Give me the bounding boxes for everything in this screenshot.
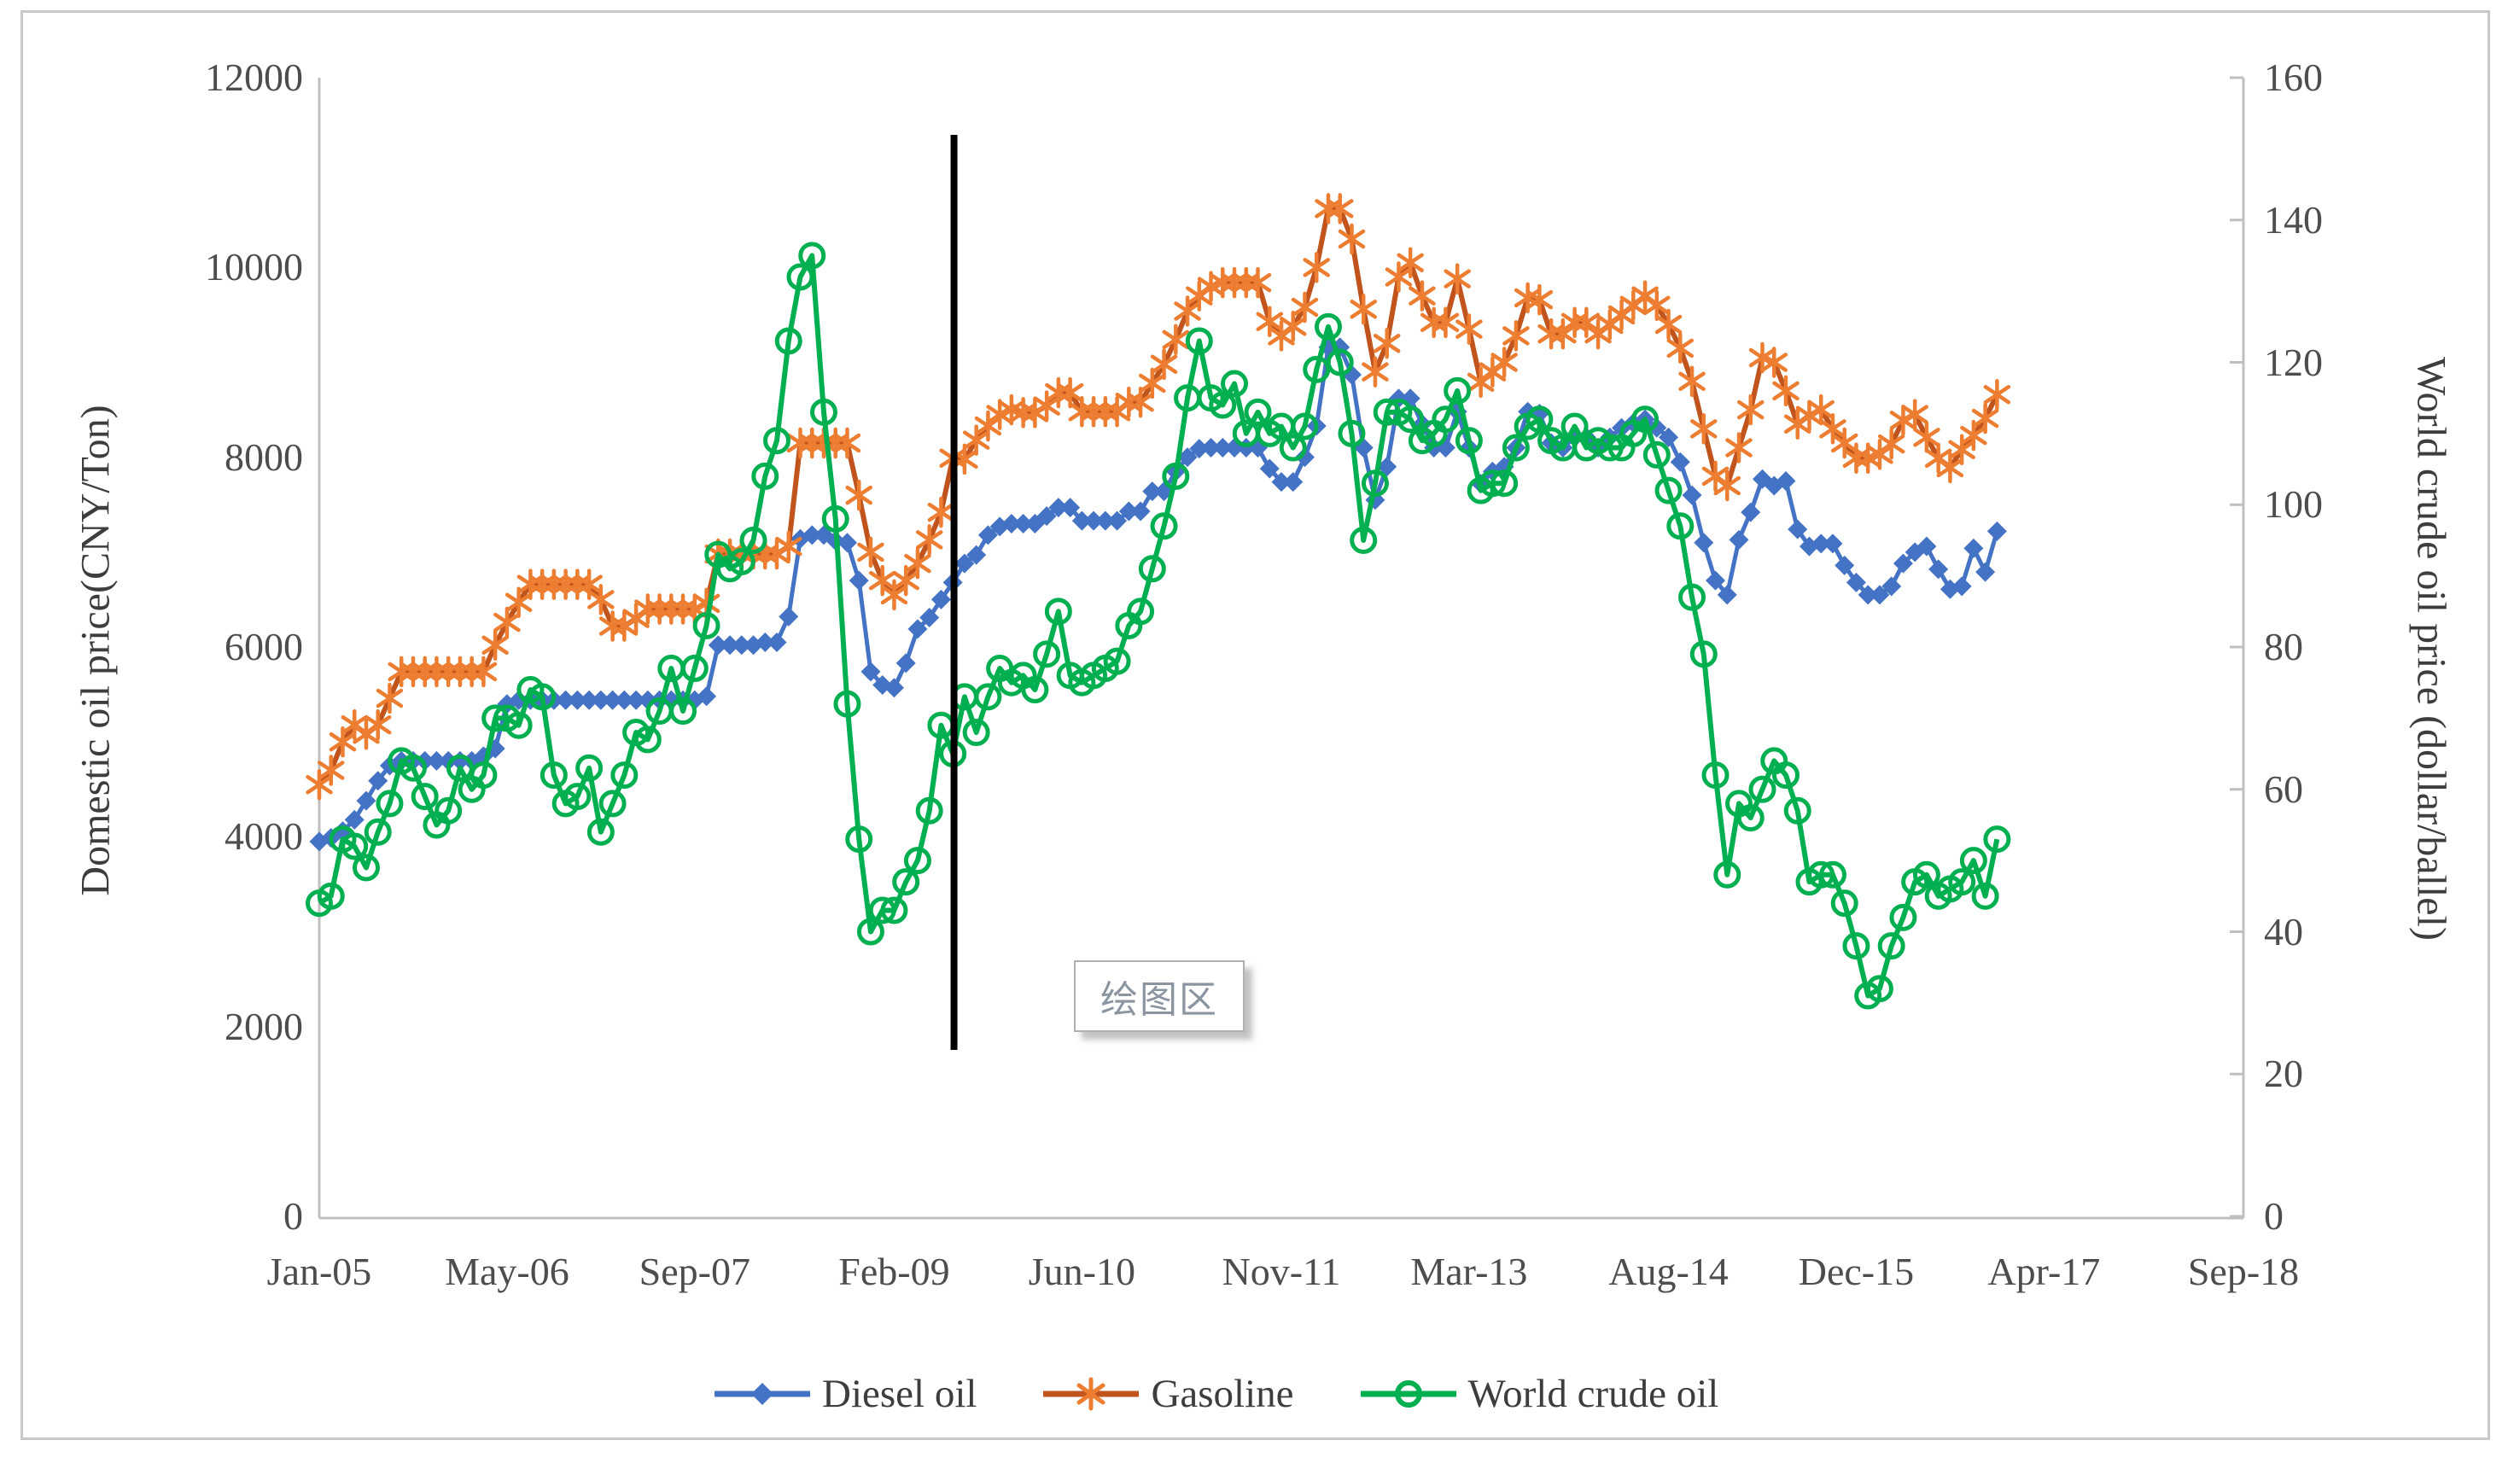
series-gasoline[interactable] — [306, 193, 2011, 801]
right-axis-tick-label: 40 — [2264, 909, 2303, 953]
legend: Diesel oil Gasoline World crude oil — [713, 1366, 1718, 1422]
x-axis-tick-label: Jun-10 — [1028, 1250, 1135, 1293]
left-axis-tick-label: 4000 — [225, 814, 303, 859]
series-diesel-oil[interactable] — [309, 337, 2007, 852]
left-axis-tick-label: 8000 — [225, 434, 303, 479]
left-axis-tick-label: 2000 — [225, 1004, 303, 1048]
legend-label-gasoline: Gasoline — [1151, 1372, 1294, 1416]
legend-item-world-crude-oil[interactable]: World crude oil — [1359, 1371, 1719, 1417]
legend-label-diesel-oil: Diesel oil — [822, 1372, 977, 1416]
x-axis-tick-label: Feb-09 — [838, 1250, 950, 1293]
left-axis-tick-label: 6000 — [225, 625, 303, 668]
right-axis-tick-label: 140 — [2264, 197, 2323, 242]
figure-border — [20, 10, 2490, 1440]
legend-label-world-crude-oil: World crude oil — [1467, 1372, 1719, 1416]
x-axis-tick-label: Apr-17 — [1987, 1250, 2101, 1293]
legend-sample-world-crude — [1360, 1380, 1456, 1408]
legend-sample-diesel — [715, 1383, 810, 1405]
right-axis-title: World crude oil price (dollar/ballel) — [2408, 357, 2454, 941]
left-axis-title: Domestic oil price(CNY/Ton) — [73, 405, 119, 896]
plot-area-tooltip-text: 绘图区 — [1100, 979, 1218, 1021]
right-axis-tick-label: 120 — [2264, 340, 2323, 384]
right-axis-tick-label: 100 — [2264, 482, 2323, 527]
x-axis-tick-label: Sep-18 — [2187, 1250, 2300, 1293]
left-axis-tick-label: 0 — [283, 1194, 303, 1238]
x-axis-tick-label: Jan-05 — [266, 1250, 372, 1293]
right-axis-tick-label: 0 — [2264, 1194, 2284, 1238]
right-axis-tick-label: 20 — [2264, 1052, 2303, 1096]
plot-area-tooltip: 绘图区 — [1074, 960, 1245, 1032]
legend-item-gasoline[interactable]: Gasoline — [1041, 1371, 1294, 1417]
x-axis-tick-label: Sep-07 — [639, 1250, 750, 1293]
right-axis-tick-label: 60 — [2264, 767, 2303, 811]
right-axis-tick-label: 80 — [2264, 625, 2303, 668]
series-world-crude-oil[interactable] — [306, 242, 2011, 1010]
legend-item-diesel-oil[interactable]: Diesel oil — [713, 1371, 977, 1417]
legend-sample-gasoline — [1043, 1377, 1140, 1411]
x-axis-tick-label: Dec-15 — [1798, 1250, 1915, 1293]
left-axis-tick-label: 10000 — [205, 245, 303, 289]
x-axis-tick-label: Aug-14 — [1608, 1250, 1729, 1293]
right-axis-tick-label: 160 — [2264, 55, 2323, 99]
x-axis-tick-label: Nov-11 — [1222, 1250, 1341, 1293]
left-axis-tick-label: 12000 — [205, 55, 303, 99]
x-axis-tick-label: May-06 — [445, 1250, 569, 1293]
x-axis-tick-label: Mar-13 — [1410, 1250, 1528, 1293]
